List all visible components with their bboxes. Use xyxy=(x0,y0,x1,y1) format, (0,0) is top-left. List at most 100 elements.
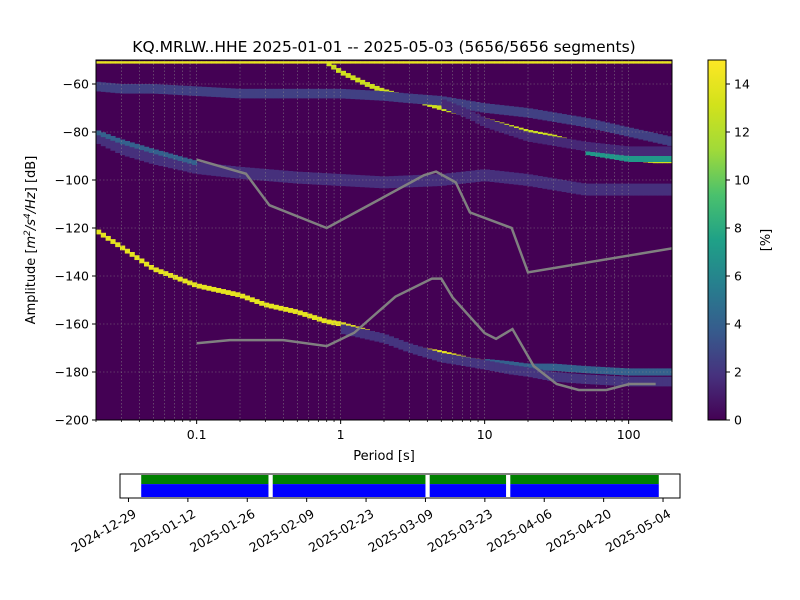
density-cell xyxy=(220,87,226,98)
density-cell xyxy=(470,111,476,122)
density-cell xyxy=(432,61,438,64)
density-cell xyxy=(148,61,154,64)
density-cell xyxy=(297,310,303,316)
density-cell xyxy=(633,128,639,139)
density-cell xyxy=(595,149,601,157)
density-cell xyxy=(561,61,567,64)
density-cell xyxy=(115,242,121,248)
colorbar-gradient xyxy=(707,59,727,421)
noise-model-nhnm xyxy=(196,158,672,274)
density-cell xyxy=(638,61,644,64)
density-cell xyxy=(379,176,385,189)
density-cell xyxy=(264,302,270,308)
density-cell xyxy=(216,87,222,98)
density-cell xyxy=(393,338,399,348)
density-cell xyxy=(633,154,639,162)
density-cell xyxy=(614,183,620,196)
density-cell xyxy=(355,61,361,64)
density-cell xyxy=(561,180,567,193)
density-cell xyxy=(600,61,606,64)
ppsd-heatmap xyxy=(95,59,673,421)
density-cell xyxy=(168,273,174,278)
density-cell xyxy=(196,61,202,64)
density-cell xyxy=(451,172,457,185)
density-cell xyxy=(379,87,385,93)
density-cell xyxy=(494,104,500,115)
density-cell xyxy=(139,148,145,161)
density-cell xyxy=(600,121,606,131)
x-axis: 0.1 1 10 100 xyxy=(95,420,673,442)
density-cell xyxy=(144,261,150,267)
density-cell xyxy=(307,61,313,64)
density-cell xyxy=(124,84,130,94)
density-cell xyxy=(129,252,135,257)
density-cell xyxy=(240,61,246,64)
density-cell xyxy=(552,178,558,191)
density-cell xyxy=(432,350,438,361)
density-cell xyxy=(643,183,649,196)
density-cell xyxy=(609,144,615,155)
density-cell xyxy=(340,88,346,99)
density-cell xyxy=(451,98,457,108)
timeline-tick-label: 2025-02-23 xyxy=(306,506,376,555)
density-cell xyxy=(604,151,610,159)
density-cell xyxy=(120,245,126,251)
density-cell xyxy=(264,61,270,64)
timeline-segment-lower xyxy=(510,484,659,497)
density-cell xyxy=(374,85,380,91)
density-cell xyxy=(379,61,385,64)
density-cell xyxy=(580,61,586,64)
colorbar-tick-label: 8 xyxy=(734,221,742,236)
density-cell xyxy=(609,123,615,134)
timeline-date-ticks: 2024-12-292025-01-122025-01-262025-02-09… xyxy=(68,498,673,555)
density-cell xyxy=(360,79,366,85)
density-cell xyxy=(600,143,606,154)
density-cell xyxy=(220,164,226,177)
density-cell xyxy=(580,183,586,196)
density-cell xyxy=(614,61,620,64)
colorbar-tick-label: 2 xyxy=(734,365,742,380)
timeline-segment-lower xyxy=(429,484,507,497)
density-cell xyxy=(100,82,106,92)
density-cell xyxy=(528,367,534,378)
density-cell xyxy=(340,174,346,187)
density-cell xyxy=(576,61,582,64)
density-cell xyxy=(403,175,409,188)
density-cell xyxy=(364,175,370,188)
density-cell xyxy=(384,176,390,189)
density-cell xyxy=(412,94,418,104)
density-cell xyxy=(288,61,294,64)
density-cell xyxy=(216,288,222,293)
density-cell xyxy=(600,375,606,385)
density-cell xyxy=(249,88,255,99)
density-cell xyxy=(446,354,452,364)
y-axis: −60 −80 −100 −120 −140 −160 −180 −200 xyxy=(55,77,96,428)
density-cell xyxy=(532,175,538,188)
density-cell xyxy=(561,364,567,372)
density-cell xyxy=(561,138,567,148)
density-cell xyxy=(148,264,154,270)
density-cell xyxy=(494,362,500,372)
density-cell xyxy=(552,372,558,382)
density-cell xyxy=(100,232,106,238)
density-cell xyxy=(201,61,207,64)
density-cell xyxy=(643,376,649,387)
density-cell xyxy=(96,61,102,64)
density-cell xyxy=(417,346,423,356)
density-cell xyxy=(624,183,630,196)
density-cell xyxy=(638,146,644,156)
density-cell xyxy=(182,157,188,163)
density-cell xyxy=(571,181,577,194)
density-cell xyxy=(504,124,510,135)
density-cell xyxy=(292,88,298,99)
density-cell xyxy=(566,364,572,372)
density-cell xyxy=(657,154,663,162)
density-cell xyxy=(283,61,289,64)
noise-model-lines xyxy=(196,158,672,392)
density-cell xyxy=(268,169,274,182)
data-coverage-timeline: 2024-12-292025-01-122025-01-262025-02-09… xyxy=(68,473,681,555)
density-cell xyxy=(201,162,207,175)
density-cell xyxy=(384,61,390,64)
density-cell xyxy=(624,368,630,376)
density-cell xyxy=(398,92,404,103)
